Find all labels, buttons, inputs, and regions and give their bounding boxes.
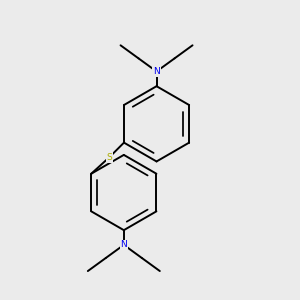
Text: N: N — [121, 240, 127, 249]
Text: S: S — [106, 153, 112, 162]
Text: N: N — [153, 67, 160, 76]
